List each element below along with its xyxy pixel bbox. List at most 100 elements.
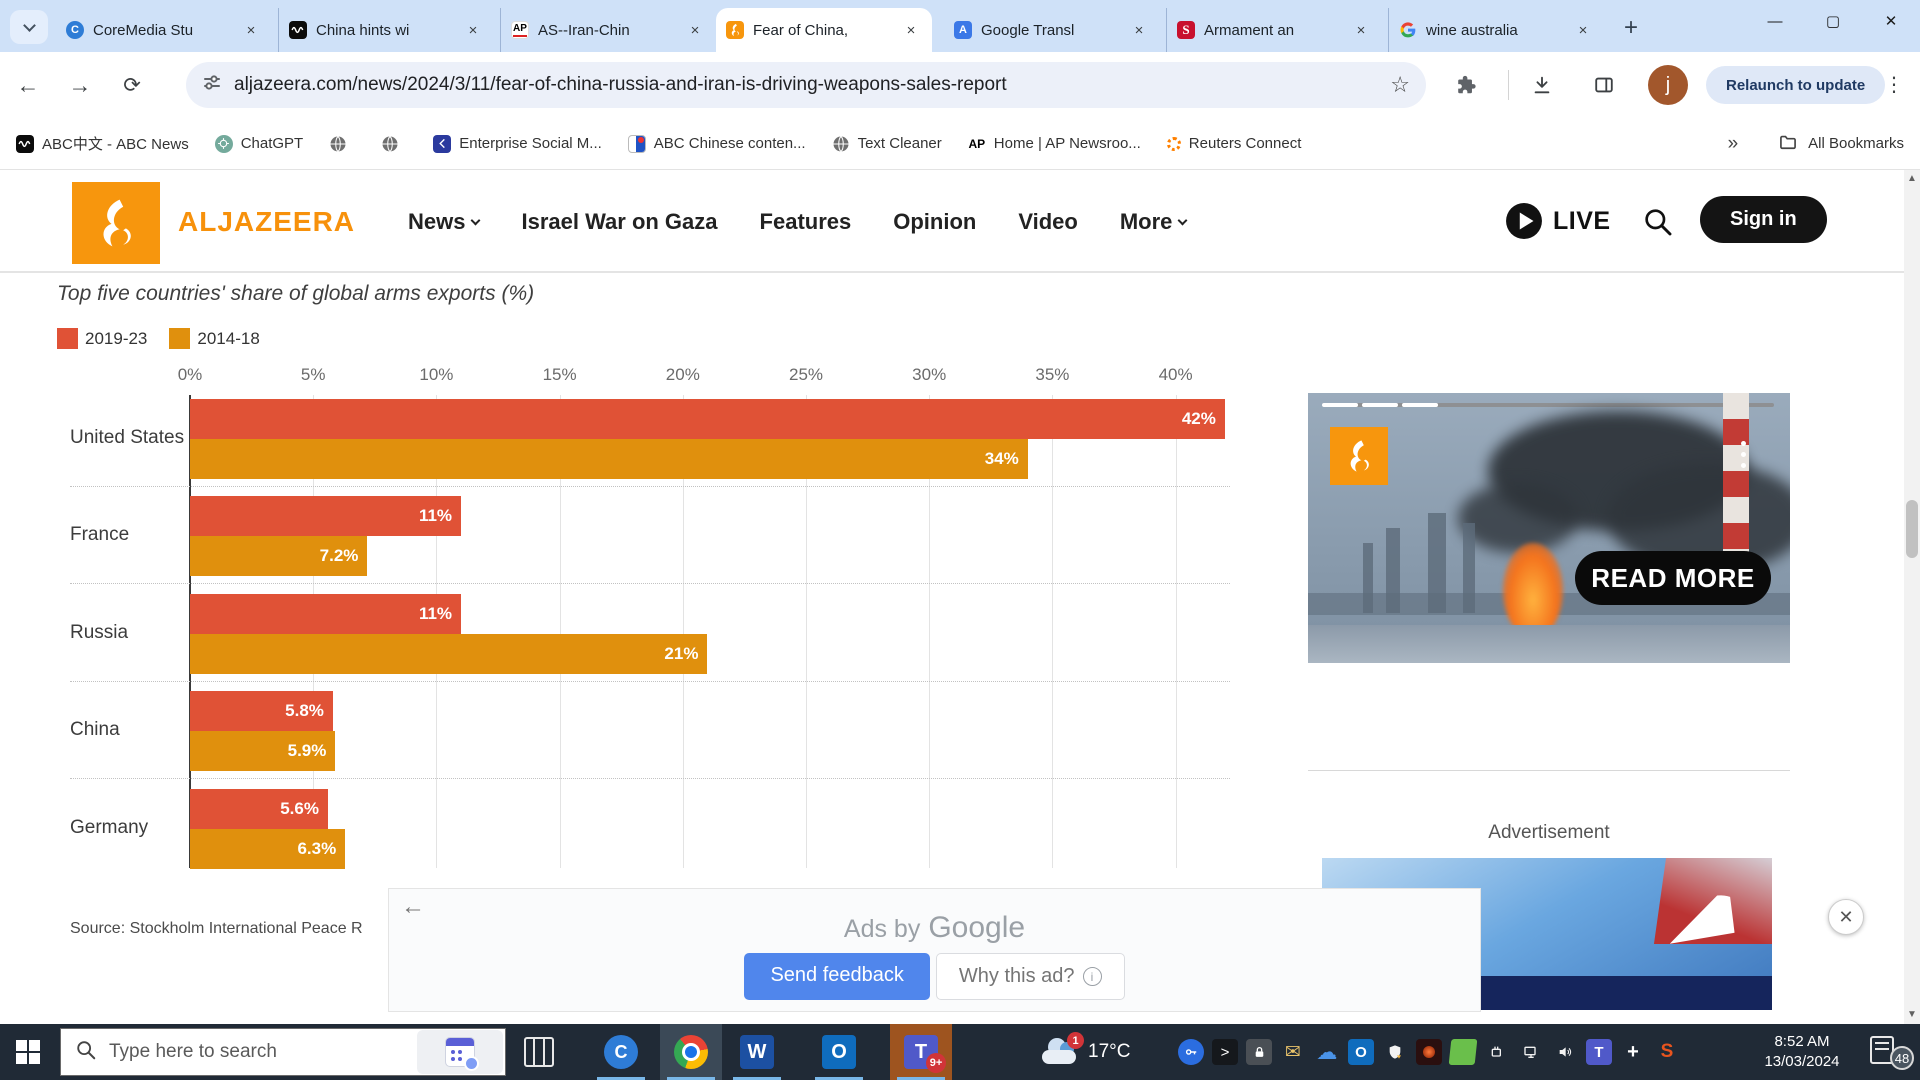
video-menu-icon[interactable]	[1741, 441, 1746, 446]
bookmark-chatgpt[interactable]: ChatGPT	[214, 134, 303, 153]
bookmark-globe-1[interactable]	[329, 135, 355, 153]
tray-outlook-icon[interactable]: O	[1348, 1039, 1374, 1065]
maximize-button[interactable]: ▢	[1825, 13, 1841, 30]
tray-volume-icon[interactable]	[1552, 1039, 1578, 1065]
tray-onedrive-icon[interactable]: ☁	[1316, 1040, 1338, 1064]
video-progress-track[interactable]	[1322, 403, 1774, 407]
tray-citrix-icon[interactable]: +	[1627, 1040, 1639, 1063]
video-player[interactable]: READ MORE	[1308, 393, 1790, 663]
relaunch-to-update-button[interactable]: Relaunch to update	[1706, 66, 1886, 104]
scroll-down-icon[interactable]: ▼	[1907, 1009, 1917, 1020]
extensions-puzzle-icon[interactable]	[1448, 67, 1484, 103]
nav-opinion[interactable]: Opinion	[893, 208, 977, 234]
taskbar-app-teams[interactable]: T 9+	[890, 1024, 952, 1080]
new-tab-button[interactable]: +	[1623, 14, 1638, 41]
tab-fear-of-china-active[interactable]: Fear of China, ×	[716, 8, 932, 52]
forward-icon[interactable]: →	[68, 71, 92, 98]
profile-avatar[interactable]: j	[1648, 65, 1688, 105]
bookmark-enterprise-social[interactable]: Enterprise Social M...	[433, 134, 602, 153]
tab-close-icon[interactable]: ×	[1134, 21, 1144, 39]
taskbar-weather[interactable]: 1 17°C	[1040, 1024, 1130, 1080]
tray-privacy-lock-icon[interactable]	[1246, 1039, 1272, 1065]
nav-news[interactable]: News	[408, 209, 481, 235]
bookmarks-overflow-icon[interactable]: »	[1727, 132, 1739, 154]
url-text[interactable]: aljazeera.com/news/2024/3/11/fear-of-chi…	[234, 74, 1007, 95]
bookmark-text-cleaner[interactable]: Text Cleaner	[832, 135, 942, 153]
page-scrollbar[interactable]: ▲ ▼	[1904, 170, 1920, 1024]
tab-search-button[interactable]	[10, 10, 48, 44]
bookmark-reuters-connect[interactable]: Reuters Connect	[1166, 135, 1301, 152]
search-highlight-button[interactable]	[417, 1030, 503, 1074]
aljazeera-wordmark[interactable]: ALJAZEERA	[178, 206, 356, 237]
tray-sophos-icon[interactable]: S	[1660, 1041, 1674, 1062]
back-arrow-icon[interactable]: ←	[401, 893, 425, 920]
scrollbar-thumb[interactable]	[1906, 500, 1918, 558]
tab-close-icon[interactable]: ×	[1356, 21, 1366, 39]
taskbar-app-outlook[interactable]: O	[808, 1024, 870, 1080]
tab-coremedia[interactable]: C CoreMedia Stu ×	[56, 8, 272, 52]
bookmark-globe-2[interactable]	[381, 135, 407, 153]
bookmarks-bar: ABC中文 - ABC News ChatGPT Enterprise Soci…	[0, 118, 1920, 170]
tab-ap-iran-china[interactable]: AP AS--Iran-Chin ×	[500, 8, 716, 52]
nav-israel-war-on-gaza[interactable]: Israel War on Gaza	[521, 208, 718, 234]
taskbar-app-coremedia[interactable]: C	[590, 1024, 652, 1080]
bookmark-ap-newsroom[interactable]: AP Home | AP Newsroo...	[968, 135, 1140, 153]
back-icon[interactable]: ←	[16, 71, 40, 98]
bookmark-abc-chinese-content[interactable]: ABC Chinese conten...	[627, 134, 806, 153]
reload-icon[interactable]: ⟳	[123, 73, 141, 97]
tab-title: Fear of China,	[753, 21, 849, 39]
site-info-icon[interactable]	[202, 73, 222, 98]
side-panel-icon[interactable]	[1586, 67, 1622, 103]
send-feedback-button[interactable]: Send feedback	[744, 953, 930, 1000]
tray-terminal-icon[interactable]: >	[1212, 1039, 1238, 1065]
video-progress-segment	[1322, 403, 1358, 407]
tray-network-display-icon[interactable]	[1518, 1039, 1544, 1065]
clock-date: 13/03/2024	[1764, 1053, 1840, 1070]
tab-close-icon[interactable]: ×	[246, 21, 256, 39]
bar-2014-18: 34%	[190, 439, 1028, 479]
tray-file-sync-icon[interactable]	[1448, 1039, 1478, 1065]
browser-menu-icon[interactable]: ⋮	[1884, 74, 1904, 96]
bookmark-abc-chinese-news[interactable]: ABC中文 - ABC News	[16, 133, 189, 154]
tab-armament[interactable]: S Armament an ×	[1166, 8, 1382, 52]
tray-password-key-icon[interactable]	[1178, 1039, 1204, 1065]
tray-teams-icon[interactable]: T	[1586, 1039, 1612, 1065]
live-button[interactable]: LIVE	[1505, 202, 1611, 240]
download-icon[interactable]	[1524, 67, 1560, 103]
nav-more[interactable]: More	[1120, 209, 1188, 235]
taskbar-search-input[interactable]: Type here to search	[60, 1028, 506, 1076]
minimize-button[interactable]: —	[1767, 12, 1783, 30]
tray-power-icon[interactable]	[1484, 1039, 1510, 1065]
tray-mail-icon[interactable]: ✉	[1285, 1041, 1301, 1063]
taskbar-app-chrome[interactable]	[660, 1024, 722, 1080]
bar-value-label: 34%	[984, 449, 1019, 468]
bookmark-star-icon[interactable]: ☆	[1390, 72, 1410, 97]
notification-center[interactable]: 48	[1868, 1034, 1914, 1070]
start-button[interactable]	[0, 1024, 56, 1080]
scroll-up-icon[interactable]: ▲	[1907, 173, 1917, 184]
close-window-button[interactable]: ✕	[1884, 13, 1898, 30]
tray-graphics-icon[interactable]	[1416, 1039, 1442, 1065]
tab-wine-australia[interactable]: wine australia ×	[1388, 8, 1604, 52]
why-this-ad-button[interactable]: Why this ad? i	[935, 953, 1125, 1000]
tab-close-icon[interactable]: ×	[906, 21, 916, 39]
tab-china-hints[interactable]: China hints wi ×	[278, 8, 494, 52]
taskbar-app-word[interactable]: W	[726, 1024, 788, 1080]
close-ad-button[interactable]: ✕	[1828, 899, 1864, 935]
task-view-icon[interactable]	[524, 1037, 554, 1067]
nav-video[interactable]: Video	[1018, 208, 1078, 234]
tab-close-icon[interactable]: ×	[690, 21, 700, 39]
all-bookmarks-label[interactable]: All Bookmarks	[1808, 135, 1904, 152]
sign-in-button[interactable]: Sign in	[1700, 196, 1827, 243]
nav-features[interactable]: Features	[759, 208, 852, 234]
taskbar-clock[interactable]: 8:52 AM 13/03/2024	[1742, 1032, 1862, 1072]
industrial-tower	[1363, 543, 1373, 613]
read-more-button[interactable]: READ MORE	[1575, 551, 1771, 605]
tab-close-icon[interactable]: ×	[1578, 21, 1588, 39]
tray-security-shield-icon[interactable]	[1382, 1039, 1408, 1065]
search-icon[interactable]	[1642, 206, 1674, 243]
tab-close-icon[interactable]: ×	[468, 21, 478, 39]
tab-google-translate[interactable]: A Google Transl ×	[944, 8, 1160, 52]
aljazeera-logo-icon[interactable]	[72, 182, 160, 264]
address-bar[interactable]: aljazeera.com/news/2024/3/11/fear-of-chi…	[186, 62, 1426, 108]
